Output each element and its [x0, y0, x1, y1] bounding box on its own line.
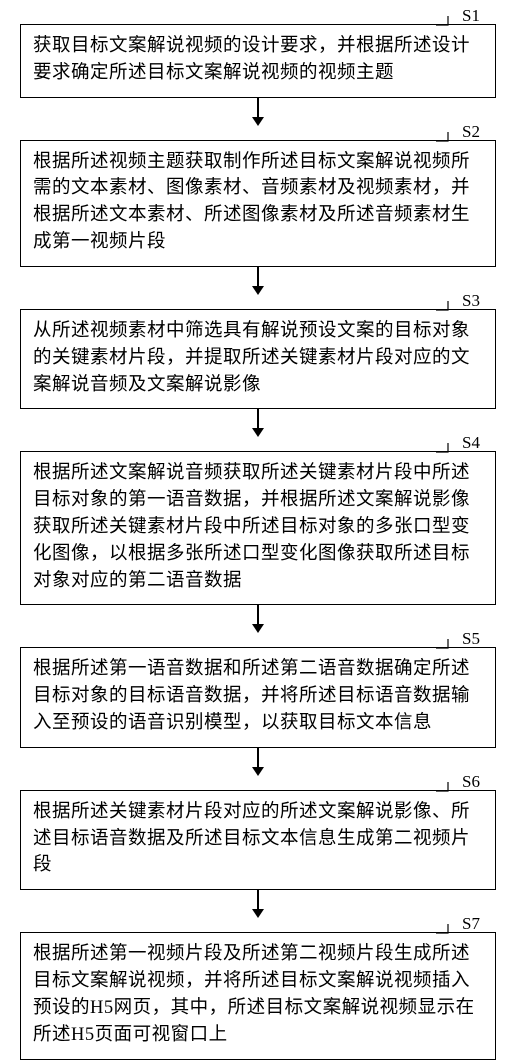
step-label: S6	[462, 772, 480, 792]
flow-step: S3 从所述视频素材中筛选具有解说预设文案的目标对象的关键素材片段，并提取所述关…	[20, 295, 496, 409]
flowchart-container: S1 获取目标文案解说视频的设计要求，并根据所述设计要求确定所述目标文案解说视频…	[20, 10, 496, 1060]
arrow-down-icon	[252, 409, 264, 437]
flow-step: S1 获取目标文案解说视频的设计要求，并根据所述设计要求确定所述目标文案解说视频…	[20, 10, 496, 98]
arrow-down-icon	[252, 98, 264, 126]
arrow-down-icon	[252, 748, 264, 776]
flow-step: S7 根据所述第一视频片段及所述第二视频片段生成所述目标文案解说视频，并将所述目…	[20, 918, 496, 1059]
step-box: 根据所述文案解说音频获取所述关键素材片段中所述目标对象的第一语音数据，并根据所述…	[20, 451, 496, 605]
flow-step: S2 根据所述视频主题获取制作所述目标文案解说视频所需的文本素材、图像素材、音频…	[20, 126, 496, 267]
step-box: 根据所述视频主题获取制作所述目标文案解说视频所需的文本素材、图像素材、音频素材及…	[20, 140, 496, 267]
step-label: S3	[462, 291, 480, 311]
flow-step: S4 根据所述文案解说音频获取所述关键素材片段中所述目标对象的第一语音数据，并根…	[20, 437, 496, 605]
arrow-down-icon	[252, 890, 264, 918]
step-label: S5	[462, 629, 480, 649]
step-box: 根据所述关键素材片段对应的所述文案解说影像、所述目标语音数据及所述目标文本信息生…	[20, 790, 496, 890]
step-box: 获取目标文案解说视频的设计要求，并根据所述设计要求确定所述目标文案解说视频的视频…	[20, 24, 496, 98]
step-label: S2	[462, 122, 480, 142]
step-box: 根据所述第一语音数据和所述第二语音数据确定所述目标对象的目标语音数据，并将所述目…	[20, 647, 496, 747]
arrow-down-icon	[252, 605, 264, 633]
step-label: S7	[462, 914, 480, 934]
flow-step: S5 根据所述第一语音数据和所述第二语音数据确定所述目标对象的目标语音数据，并将…	[20, 633, 496, 747]
step-label: S4	[462, 433, 480, 453]
step-box: 根据所述第一视频片段及所述第二视频片段生成所述目标文案解说视频，并将所述目标文案…	[20, 932, 496, 1059]
step-label: S1	[462, 6, 480, 26]
arrow-down-icon	[252, 267, 264, 295]
step-box: 从所述视频素材中筛选具有解说预设文案的目标对象的关键素材片段，并提取所述关键素材…	[20, 309, 496, 409]
flow-step: S6 根据所述关键素材片段对应的所述文案解说影像、所述目标语音数据及所述目标文本…	[20, 776, 496, 890]
